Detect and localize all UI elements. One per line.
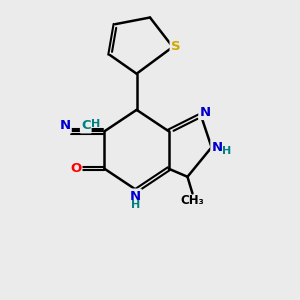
Text: H: H: [131, 200, 140, 210]
Text: H: H: [91, 119, 100, 129]
Text: N: N: [212, 141, 223, 154]
Text: N: N: [199, 106, 210, 119]
Text: H: H: [222, 146, 231, 155]
Text: CH₃: CH₃: [181, 194, 204, 207]
Text: N: N: [130, 190, 141, 202]
Text: C: C: [81, 119, 91, 132]
Text: O: O: [70, 162, 82, 175]
Text: N: N: [60, 119, 71, 132]
Text: S: S: [171, 40, 180, 53]
